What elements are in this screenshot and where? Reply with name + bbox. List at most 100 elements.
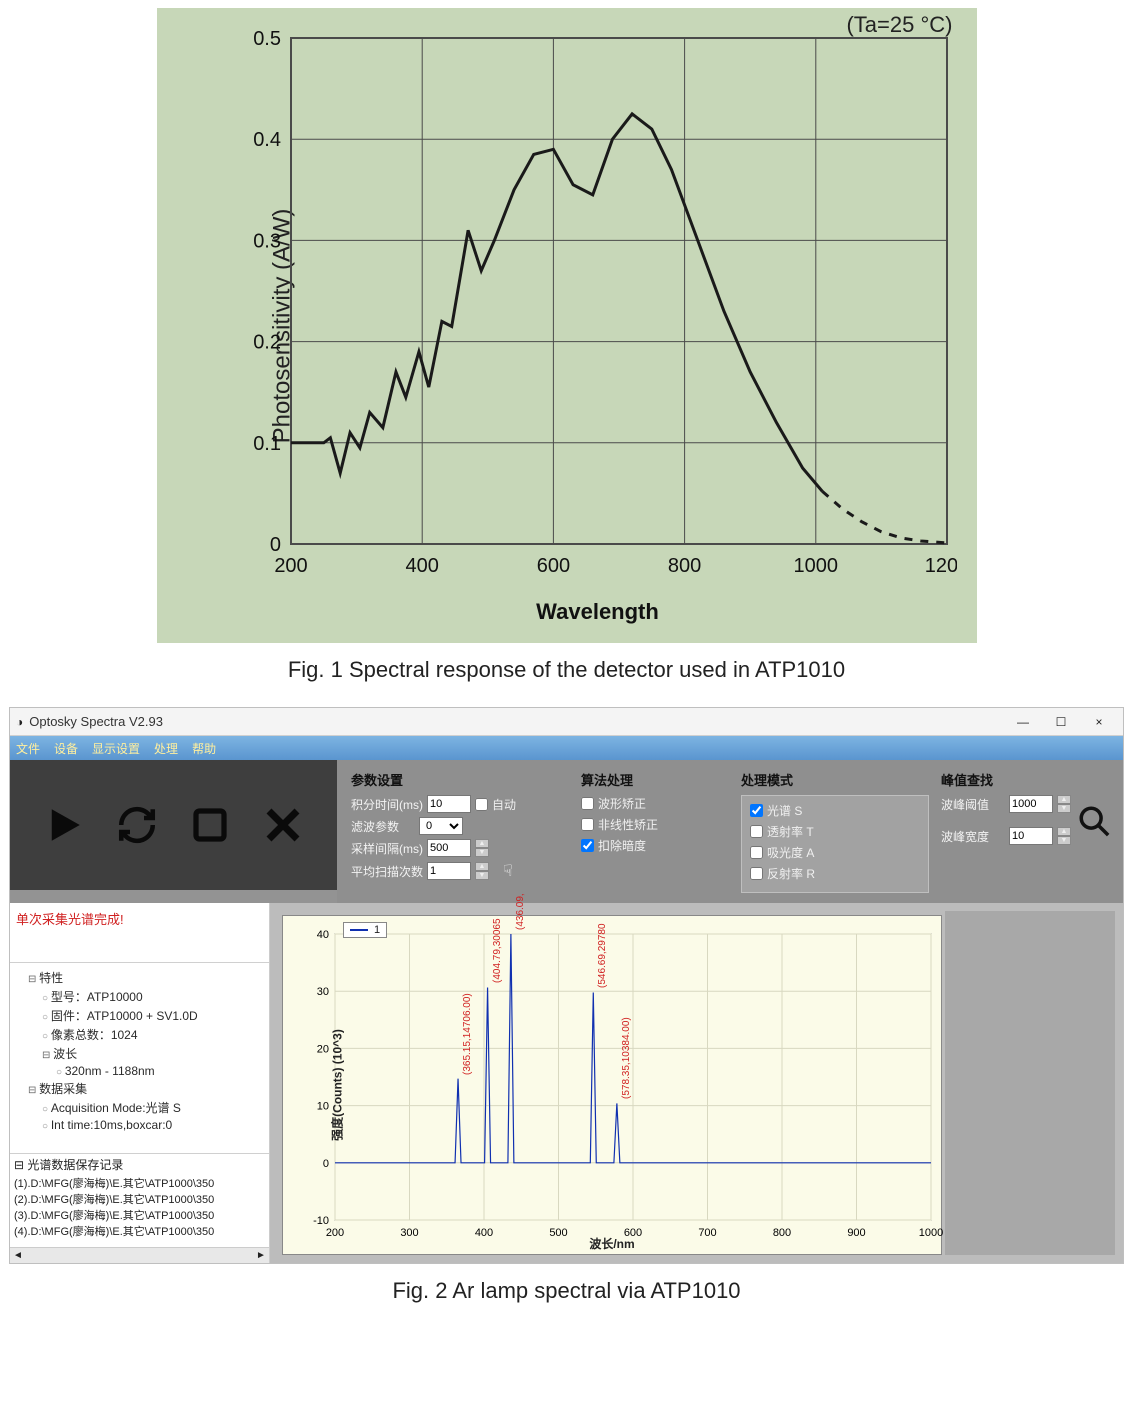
legend-swatch xyxy=(350,929,368,931)
svg-text:800: 800 xyxy=(667,555,700,577)
tree-item[interactable]: Acquisition Mode:光谱 S xyxy=(42,1099,265,1116)
svg-text:0.3: 0.3 xyxy=(253,230,281,252)
sample-label: 采样间隔(ms) xyxy=(351,840,423,857)
svg-text:40: 40 xyxy=(317,929,329,941)
algo-checkbox[interactable] xyxy=(581,839,594,852)
svg-text:0: 0 xyxy=(323,1158,329,1170)
fig2-caption: Fig. 2 Ar lamp spectral via ATP1010 xyxy=(0,1278,1133,1304)
maximize-button[interactable]: ☐ xyxy=(1043,711,1079,733)
panel-algo-title: 算法处理 xyxy=(581,770,729,789)
int-time-input[interactable] xyxy=(427,795,471,813)
tree-item[interactable]: 型号：ATP10000 xyxy=(42,988,265,1005)
history-row[interactable]: (4).D:\MFG(廖海梅)\E.其它\ATP1000\350 xyxy=(14,1223,267,1239)
fig1-caption: Fig. 1 Spectral response of the detector… xyxy=(0,657,1133,683)
fig1-svg: 2004006008001000120000.10.20.30.40.5 xyxy=(237,28,957,588)
app-icon: ◑ xyxy=(16,715,23,729)
sample-input[interactable] xyxy=(427,839,471,857)
algo-label: 波形矫正 xyxy=(598,795,646,812)
scroll-left-icon[interactable]: ◄ xyxy=(10,1250,26,1261)
history-panel: 光谱数据保存记录 (1).D:\MFG(廖海梅)\E.其它\ATP1000\35… xyxy=(10,1153,269,1263)
play-icon[interactable] xyxy=(40,801,88,849)
filter-label: 滤波参数 xyxy=(351,818,415,835)
fig1-plot: 2004006008001000120000.10.20.30.40.5 xyxy=(237,28,959,593)
avg-up[interactable]: ▲ xyxy=(475,862,489,871)
thresh-input[interactable] xyxy=(1009,795,1053,813)
mode-checkbox[interactable] xyxy=(750,846,763,859)
avg-input[interactable] xyxy=(427,862,471,880)
tree-acq[interactable]: 数据采集 xyxy=(28,1080,265,1097)
tree-item[interactable]: Int time:10ms,boxcar:0 xyxy=(42,1118,265,1132)
menu-help[interactable]: 帮助 xyxy=(192,740,216,757)
sample-up[interactable]: ▲ xyxy=(475,839,489,848)
status-text: 单次采集光谱完成! xyxy=(10,903,269,963)
sample-down[interactable]: ▼ xyxy=(475,848,489,857)
algo-checkbox[interactable] xyxy=(581,797,594,810)
panel-params: 参数设置 积分时间(ms) 自动 滤波参数 0 采样间隔(ms) ▲▼ xyxy=(345,766,575,897)
svg-text:200: 200 xyxy=(274,555,307,577)
width-up[interactable]: ▲ xyxy=(1057,827,1071,836)
mode-label: 吸光度 A xyxy=(767,844,814,861)
avg-down[interactable]: ▼ xyxy=(475,871,489,880)
panel-peak: 峰值查找 波峰阈值 ▲▼ 波峰宽度 ▲▼ xyxy=(935,766,1115,897)
thresh-down[interactable]: ▼ xyxy=(1057,804,1071,813)
stop-icon[interactable] xyxy=(186,801,234,849)
tree-wavelength[interactable]: 波长 xyxy=(42,1045,265,1062)
top-row: 参数设置 积分时间(ms) 自动 滤波参数 0 采样间隔(ms) ▲▼ xyxy=(10,760,1123,903)
filter-select[interactable]: 0 xyxy=(419,817,463,835)
svg-text:200: 200 xyxy=(326,1227,344,1239)
mode-checkbox[interactable] xyxy=(750,825,763,838)
panels: 参数设置 积分时间(ms) 自动 滤波参数 0 采样间隔(ms) ▲▼ xyxy=(337,760,1123,903)
history-row[interactable]: (2).D:\MFG(廖海梅)\E.其它\ATP1000\350 xyxy=(14,1191,267,1207)
chart-side-strip xyxy=(945,911,1115,1255)
side-panel: 单次采集光谱完成! 特性 型号：ATP10000 固件：ATP10000 + S… xyxy=(10,903,270,1263)
menu-file[interactable]: 文件 xyxy=(16,740,40,757)
svg-text:700: 700 xyxy=(698,1227,716,1239)
loop-icon[interactable] xyxy=(113,801,161,849)
tree-item[interactable]: 320nm - 1188nm xyxy=(56,1064,265,1078)
mode-row: 透射率 T xyxy=(750,823,920,840)
main-row: 单次采集光谱完成! 特性 型号：ATP10000 固件：ATP10000 + S… xyxy=(10,903,1123,1263)
width-input[interactable] xyxy=(1009,827,1053,845)
close-icon[interactable] xyxy=(259,801,307,849)
algo-checkbox[interactable] xyxy=(581,818,594,831)
device-tree[interactable]: 特性 型号：ATP10000 固件：ATP10000 + SV1.0D 像素总数… xyxy=(10,963,269,1153)
thresh-up[interactable]: ▲ xyxy=(1057,795,1071,804)
mode-checkbox[interactable] xyxy=(750,867,763,880)
touch-icon[interactable]: ☟ xyxy=(503,861,513,881)
algo-label: 非线性矫正 xyxy=(598,816,658,833)
tree-item[interactable]: 像素总数：1024 xyxy=(42,1026,265,1043)
svg-text:0: 0 xyxy=(269,534,280,556)
menu-process[interactable]: 处理 xyxy=(154,740,178,757)
svg-text:900: 900 xyxy=(847,1227,865,1239)
width-down[interactable]: ▼ xyxy=(1057,836,1071,845)
svg-text:0.2: 0.2 xyxy=(253,332,281,354)
width-label: 波峰宽度 xyxy=(941,828,1005,845)
history-row[interactable]: (1).D:\MFG(廖海梅)\E.其它\ATP1000\350 xyxy=(14,1175,267,1191)
avg-label: 平均扫描次数 xyxy=(351,863,423,880)
auto-checkbox[interactable] xyxy=(475,798,488,811)
menu-device[interactable]: 设备 xyxy=(54,740,78,757)
mode-checkbox[interactable] xyxy=(750,804,763,817)
scroll-right-icon[interactable]: ► xyxy=(253,1250,269,1261)
close-window-button[interactable]: × xyxy=(1081,711,1117,733)
svg-text:1200: 1200 xyxy=(924,555,956,577)
panel-peak-title: 峰值查找 xyxy=(941,770,1109,789)
tree-root[interactable]: 特性 xyxy=(28,969,265,986)
svg-text:300: 300 xyxy=(400,1227,418,1239)
int-time-label: 积分时间(ms) xyxy=(351,796,423,813)
spectrum-chart[interactable]: 1 强度(Counts) (10^3) 波长/nm 20030040050060… xyxy=(282,915,942,1255)
svg-text:30: 30 xyxy=(317,986,329,998)
history-scrollbar[interactable]: ◄ ► xyxy=(10,1247,269,1263)
minimize-button[interactable]: — xyxy=(1005,711,1041,733)
menu-display[interactable]: 显示设置 xyxy=(92,740,140,757)
svg-text:0.1: 0.1 xyxy=(253,433,281,455)
mode-box: 光谱 S透射率 T吸光度 A反射率 R xyxy=(741,795,929,893)
history-row[interactable]: (3).D:\MFG(廖海梅)\E.其它\ATP1000\350 xyxy=(14,1207,267,1223)
panel-params-title: 参数设置 xyxy=(351,770,569,789)
panel-mode-title: 处理模式 xyxy=(741,770,929,789)
svg-text:400: 400 xyxy=(475,1227,493,1239)
magnify-icon[interactable] xyxy=(1077,804,1111,841)
app-window: ◑ Optosky Spectra V2.93 — ☐ × 文件 设备 显示设置… xyxy=(9,707,1124,1264)
tree-item[interactable]: 固件：ATP10000 + SV1.0D xyxy=(42,1007,265,1024)
fig1-container: (Ta=25 °C) Photosensitivity (A/W) 200400… xyxy=(157,8,977,643)
